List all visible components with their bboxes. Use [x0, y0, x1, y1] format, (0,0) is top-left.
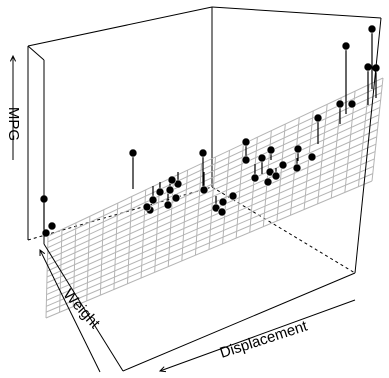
box-edge	[43, 243, 124, 372]
plane-gridline	[46, 158, 375, 301]
data-point	[165, 185, 175, 195]
data-point	[211, 203, 221, 213]
box-edge	[354, 17, 382, 274]
data-point	[171, 193, 181, 203]
plane-gridline	[46, 151, 376, 296]
data-point	[198, 148, 208, 158]
plane-gridline	[47, 99, 381, 255]
plane-gridline	[45, 180, 373, 319]
data-point	[148, 195, 158, 205]
x-axis-arrow-head	[158, 366, 167, 373]
data-point	[217, 207, 227, 217]
data-point	[167, 175, 177, 185]
data-point	[307, 152, 317, 162]
box-front-edges	[27, 17, 382, 372]
data-point	[341, 41, 351, 51]
data-point	[41, 228, 51, 238]
box-edge	[27, 6, 213, 47]
data-point	[163, 200, 173, 210]
data-point	[218, 197, 228, 207]
axis-arrows	[9, 54, 356, 373]
z-axis-label: MPG	[5, 107, 22, 141]
plane-gridline	[46, 129, 378, 278]
box-edge-hidden	[211, 186, 356, 274]
plane-gridline	[47, 114, 380, 266]
plane-gridline	[46, 136, 377, 284]
data-point	[47, 221, 57, 231]
data-point	[241, 137, 251, 147]
box-edge	[211, 6, 382, 19]
box-back-edges	[27, 6, 382, 274]
data-point	[367, 24, 377, 34]
plane-gridline	[47, 84, 383, 243]
data-point	[263, 177, 273, 187]
data-point	[128, 148, 138, 158]
data-point	[313, 113, 323, 123]
regression-plane	[45, 77, 384, 319]
data-points	[39, 24, 381, 238]
plane-gridline	[46, 121, 379, 272]
y-axis-arrow	[39, 249, 101, 373]
plane-gridline	[47, 77, 384, 237]
plane-gridline	[47, 92, 382, 249]
data-point	[173, 179, 183, 189]
y-axis-arrow-head	[39, 248, 46, 257]
data-point	[271, 171, 281, 181]
z-axis-arrow-head	[9, 54, 17, 62]
plane-gridline	[47, 106, 381, 260]
data-point	[142, 202, 152, 212]
data-point	[363, 62, 373, 72]
plane-gridline	[46, 165, 374, 307]
data-point	[278, 160, 288, 170]
data-point	[292, 163, 302, 173]
data-point	[250, 173, 260, 183]
data-point	[241, 155, 251, 165]
data-point	[266, 145, 276, 155]
plane-gridline	[45, 173, 373, 313]
data-point	[199, 185, 209, 195]
data-point	[335, 99, 345, 109]
data-point	[293, 144, 303, 154]
box-edge	[27, 45, 45, 61]
data-point	[265, 167, 275, 177]
plane-gridline	[46, 143, 377, 290]
data-point	[155, 187, 165, 197]
data-point	[347, 99, 357, 109]
data-point	[228, 191, 238, 201]
x-axis-label: Displacement	[218, 317, 310, 362]
data-point	[257, 153, 267, 163]
box-edge	[122, 272, 356, 372]
x-axis-arrow	[159, 299, 356, 372]
